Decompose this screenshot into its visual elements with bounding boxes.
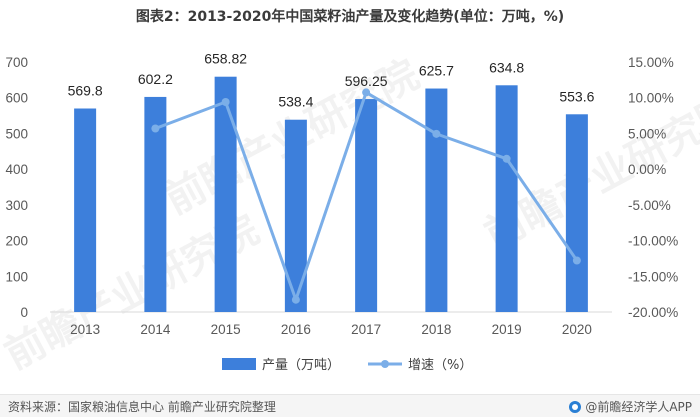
x-tick-label: 2020 xyxy=(562,322,592,337)
growth-point xyxy=(572,256,581,265)
bar-data-label: 538.4 xyxy=(278,94,313,110)
bar-data-label: 634.8 xyxy=(489,59,524,75)
y-right-tick-label: -5.00% xyxy=(628,198,671,213)
legend-bar-swatch xyxy=(222,358,256,370)
y-right-tick-label: 5.00% xyxy=(628,126,666,141)
bar xyxy=(284,119,307,312)
bar xyxy=(144,96,167,312)
x-tick-label: 2017 xyxy=(351,322,381,337)
bar xyxy=(355,99,378,312)
chart-title: 图表2：2013-2020年中国菜籽油产量及变化趋势(单位：万吨，%) xyxy=(135,9,565,25)
x-tick-label: 2013 xyxy=(70,322,100,337)
x-tick-label: 2015 xyxy=(211,322,241,337)
y-right-tick-label: -15.00% xyxy=(628,269,678,284)
bar xyxy=(214,76,237,312)
growth-point xyxy=(432,129,441,138)
bar-data-label: 625.7 xyxy=(419,63,454,79)
x-tick-label: 2019 xyxy=(492,322,522,337)
chart: 0 100 200 300 400 500 600 700 -20.00% -15.00% -10.… xyxy=(5,51,678,373)
y-left-tick-label: 500 xyxy=(5,126,28,141)
bar-data-label: 553.6 xyxy=(559,88,594,104)
y-left-tick-label: 200 xyxy=(5,234,28,249)
y-left-tick-label: 300 xyxy=(5,198,28,213)
growth-point xyxy=(151,124,160,133)
x-tick-label: 2016 xyxy=(281,322,311,337)
footer: 资料来源：国家粮油信息中心 前瞻产业研究院整理 @前瞻经济学人APP xyxy=(0,394,700,417)
y-left-tick-label: 0 xyxy=(20,305,28,320)
y-right-tick-label: 15.00% xyxy=(628,55,674,70)
y-left-tick-label: 600 xyxy=(5,91,28,106)
y-right-tick-label: -10.00% xyxy=(628,234,678,249)
x-tick-label: 2018 xyxy=(421,322,451,337)
y-right-tick-label: 0.00% xyxy=(628,162,666,177)
growth-point xyxy=(221,98,230,106)
legend-line-marker xyxy=(381,360,389,368)
y-left-tick-label: 100 xyxy=(5,269,28,284)
bar xyxy=(425,88,448,313)
bar-data-label: 596.25 xyxy=(345,73,388,89)
y-left-tick-label: 400 xyxy=(5,162,28,177)
y-left-tick-label: 700 xyxy=(5,55,28,70)
bar-data-label: 658.82 xyxy=(204,51,247,67)
brand-logo-icon xyxy=(569,400,582,413)
brand: @前瞻经济学人APP xyxy=(569,398,692,415)
bar xyxy=(565,114,588,313)
bar xyxy=(495,85,518,313)
bar-data-label: 602.2 xyxy=(138,71,173,87)
source-note: 资料来源：国家粮油信息中心 前瞻产业研究院整理 xyxy=(8,400,276,414)
y-right-tick-label: -20.00% xyxy=(628,305,678,320)
legend-line-label: 增速（%） xyxy=(408,358,472,373)
bar xyxy=(74,108,97,312)
brand-label: @前瞻经济学人APP xyxy=(585,400,692,414)
y-right-tick-label: 10.00% xyxy=(628,91,674,106)
x-tick-label: 2014 xyxy=(140,322,171,337)
legend-bar-label: 产量（万吨） xyxy=(262,358,340,373)
bar-data-label: 569.8 xyxy=(68,83,103,99)
growth-point xyxy=(502,154,511,163)
growth-point xyxy=(291,295,300,304)
growth-point xyxy=(362,88,371,97)
